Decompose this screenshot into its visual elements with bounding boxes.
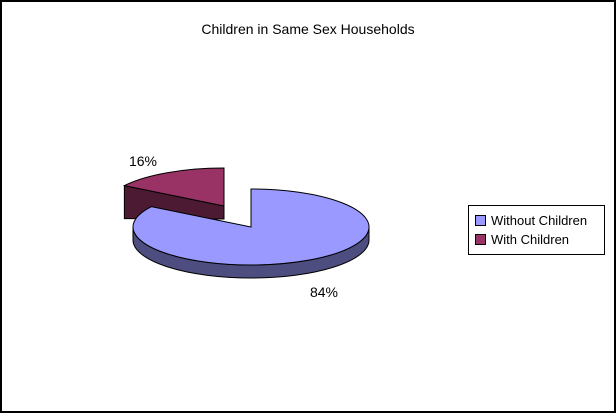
slice-with-children-top — [122, 167, 225, 207]
legend-label-without-children: Without Children — [491, 213, 588, 228]
legend: Without Children With Children — [468, 205, 605, 255]
slice-label-without-children: 84% — [309, 284, 339, 300]
slice-label-with-children: 16% — [128, 153, 158, 169]
legend-swatch-with-children — [475, 234, 486, 245]
slice-without-children-top — [132, 188, 370, 266]
legend-item-with-children: With Children — [475, 232, 604, 247]
legend-item-without-children: Without Children — [475, 213, 604, 228]
legend-label-with-children: With Children — [491, 232, 570, 247]
chart-title: Children in Same Sex Households — [201, 21, 415, 37]
legend-swatch-without-children — [475, 215, 486, 226]
